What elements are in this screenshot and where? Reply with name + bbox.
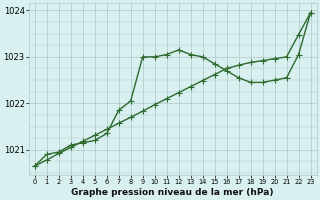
X-axis label: Graphe pression niveau de la mer (hPa): Graphe pression niveau de la mer (hPa) — [71, 188, 274, 197]
